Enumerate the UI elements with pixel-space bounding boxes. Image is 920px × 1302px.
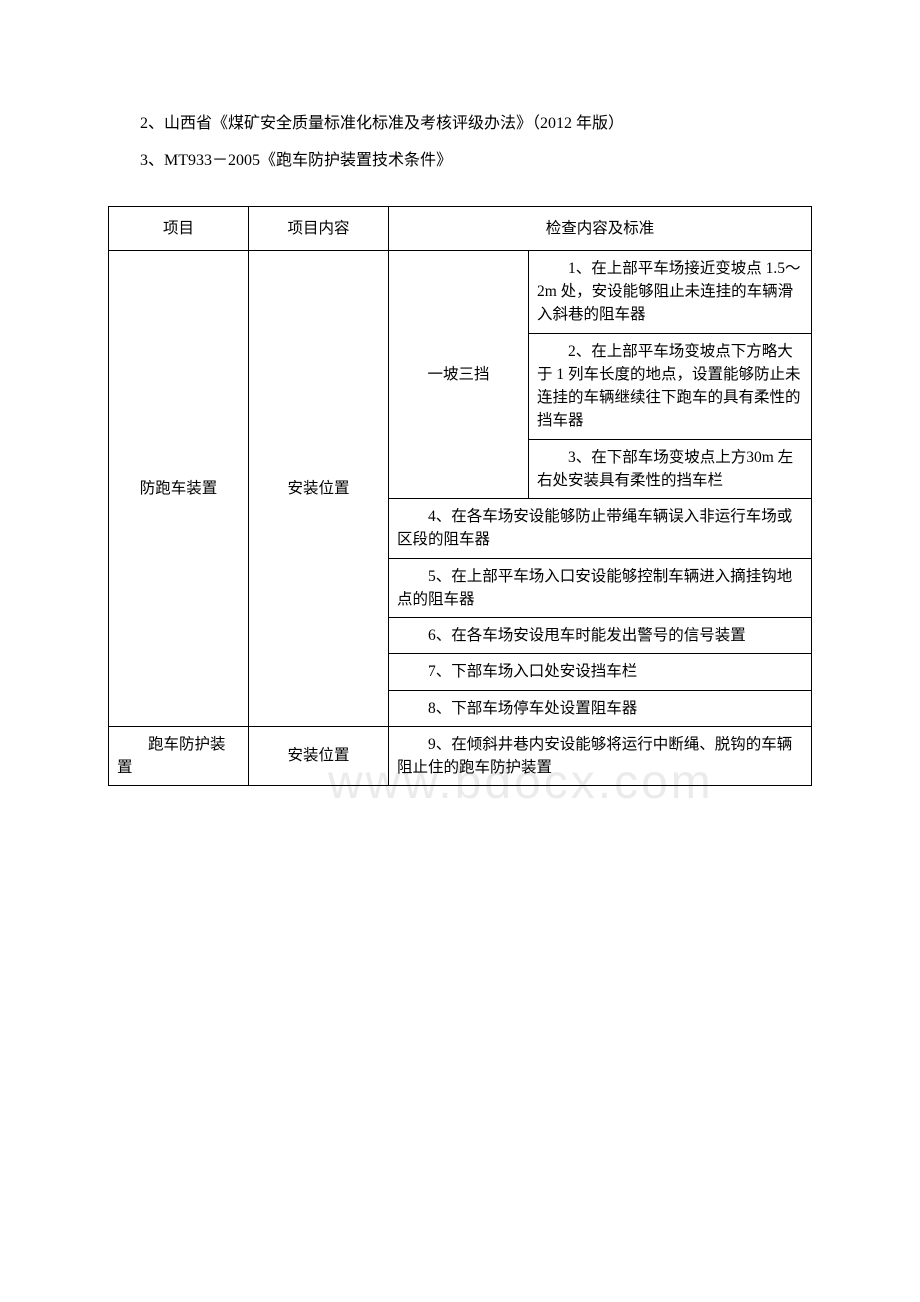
table-row: 跑车防护装置 安装位置 9、在倾斜井巷内安设能够将运行中断绳、脱钩的车辆阻止住的…	[109, 726, 812, 786]
cell-r9: 9、在倾斜井巷内安设能够将运行中断绳、脱钩的车辆阻止住的跑车防护装置	[389, 726, 812, 786]
cell-r2: 2、在上部平车场变坡点下方略大于 1 列车长度的地点，设置能够防止未连挂的车辆继…	[529, 333, 812, 439]
cell-r5: 5、在上部平车场入口安设能够控制车辆进入摘挂钩地点的阻车器	[389, 558, 812, 618]
cell-project-2: 跑车防护装置	[109, 726, 249, 786]
cell-project-1: 防跑车装置	[109, 250, 249, 726]
col-header-project: 项目	[109, 206, 249, 250]
col-header-content: 项目内容	[249, 206, 389, 250]
cell-r8: 8、下部车场停车处设置阻车器	[389, 690, 812, 726]
table-row: 防跑车装置 安装位置 一坡三挡 1、在上部平车场接近变坡点 1.5～2m 处，安…	[109, 250, 812, 333]
cell-r7: 7、下部车场入口处安设挡车栏	[389, 654, 812, 690]
intro-line-1: 2、山西省《煤矿安全质量标准化标准及考核评级办法》（2012 年版）	[108, 110, 812, 139]
table-header-row: 项目 项目内容 检查内容及标准	[109, 206, 812, 250]
cell-r4: 4、在各车场安设能够防止带绳车辆误入非运行车场或区段的阻车器	[389, 499, 812, 559]
cell-r6: 6、在各车场安设甩车时能发出警号的信号装置	[389, 618, 812, 654]
cell-r1: 1、在上部平车场接近变坡点 1.5～2m 处，安设能够阻止未连挂的车辆滑入斜巷的…	[529, 250, 812, 333]
cell-content-1: 安装位置	[249, 250, 389, 726]
standards-table: 项目 项目内容 检查内容及标准 防跑车装置 安装位置 一坡三挡 1、在上部平车场…	[108, 206, 812, 787]
col-header-standard: 检查内容及标准	[389, 206, 812, 250]
cell-r3: 3、在下部车场变坡点上方30m 左右处安装具有柔性的挡车栏	[529, 439, 812, 499]
cell-sub1-label: 一坡三挡	[389, 250, 529, 498]
cell-content-2: 安装位置	[249, 726, 389, 786]
intro-line-2: 3、MT933－2005《跑车防护装置技术条件》	[108, 147, 812, 176]
